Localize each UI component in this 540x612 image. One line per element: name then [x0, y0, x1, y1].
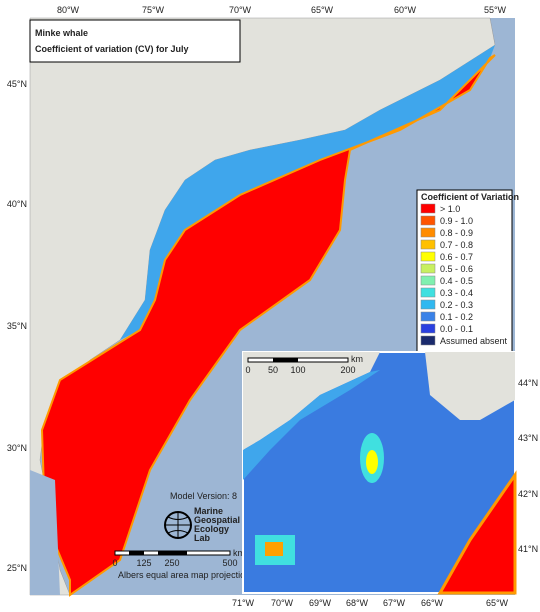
latitude-label: 40°N — [7, 199, 27, 209]
title: Coefficient of variation (CV) for July — [35, 44, 189, 54]
longitude-label: 60°W — [394, 5, 417, 15]
scale-label: 125 — [136, 558, 151, 568]
latitude-label: 35°N — [7, 321, 27, 331]
latitude-label: 30°N — [7, 443, 27, 453]
legend-label: > 1.0 — [440, 204, 460, 214]
legend-label: 0.4 - 0.5 — [440, 276, 473, 286]
legend-swatch — [420, 287, 436, 298]
legend-swatch — [420, 263, 436, 274]
inset-longitude-label: 66°W — [421, 598, 444, 608]
inset-latitude-label: 42°N — [518, 489, 538, 499]
scale-bar-segment — [158, 551, 187, 555]
inset-longitude-label: 65°W — [486, 598, 509, 608]
legend-label: 0.6 - 0.7 — [440, 252, 473, 262]
inset-land — [425, 352, 515, 420]
inset-latitude-label: 44°N — [518, 378, 538, 388]
legend-swatch — [420, 299, 436, 310]
latitude-label: 25°N — [7, 563, 27, 573]
longitude-label: 65°W — [311, 5, 334, 15]
inset-scale-segment — [273, 358, 298, 362]
shelf-low-cv — [120, 45, 495, 340]
legend-label: 0.2 - 0.3 — [440, 300, 473, 310]
logo-text: Marine — [194, 506, 223, 516]
inset-longitude-label: 70°W — [271, 598, 294, 608]
scale-label: 500 — [222, 558, 237, 568]
scale-label: 250 — [164, 558, 179, 568]
projection: Albers equal area map projection — [118, 570, 250, 580]
inset-scale-label: 50 — [268, 365, 278, 375]
legend-label: 0.8 - 0.9 — [440, 228, 473, 238]
longitude-label: 75°W — [142, 5, 165, 15]
legend-swatch — [420, 203, 436, 214]
logo-grid — [165, 512, 191, 538]
inset-patch — [265, 542, 283, 556]
longitude-label: 55°W — [484, 5, 507, 15]
legend-swatch — [420, 239, 436, 250]
legend-swatch — [420, 251, 436, 262]
logo-text: Lab — [194, 533, 211, 543]
inset-longitude-label: 69°W — [309, 598, 332, 608]
legend-swatch — [420, 227, 436, 238]
high-cv-band — [40, 54, 496, 597]
legend-swatch — [420, 275, 436, 286]
inset-scale-unit: km — [351, 354, 363, 364]
legend-swatch — [420, 215, 436, 226]
legend-swatch — [420, 335, 436, 346]
model-version: Model Version: 8 — [170, 491, 237, 501]
scale-label: 0 — [112, 558, 117, 568]
inset-land — [243, 352, 380, 450]
legend: Coefficient of Variation > 1.0 0.9 - 1.0 0… — [416, 189, 519, 353]
longitude-label: 70°W — [229, 5, 252, 15]
title: Minke whale — [35, 28, 88, 38]
inset-scale-label: 0 — [245, 365, 250, 375]
inset-latitude-label: 41°N — [518, 544, 538, 554]
legend-label: 0.9 - 1.0 — [440, 216, 473, 226]
scale-unit: km — [233, 548, 245, 558]
logo-text: Ecology — [194, 524, 229, 534]
inset-scale-label: 200 — [340, 365, 355, 375]
latitude-label: 45°N — [7, 79, 27, 89]
inset-longitude-label: 71°W — [232, 598, 255, 608]
inset-longitude-label: 67°W — [383, 598, 406, 608]
inset — [242, 351, 517, 595]
scale-bar-segment — [129, 551, 144, 555]
legend-label: 0.3 - 0.4 — [440, 288, 473, 298]
title-box — [29, 19, 241, 63]
inset-scale-label: 100 — [290, 365, 305, 375]
legend-title: Coefficient of Variation — [421, 192, 519, 202]
longitude-label: 80°W — [57, 5, 80, 15]
legend-swatch — [420, 323, 436, 334]
gulf-of-mexico — [30, 470, 60, 595]
legend-label: 0.7 - 0.8 — [440, 240, 473, 250]
legend-label: 0.5 - 0.6 — [440, 264, 473, 274]
inset-high-cv — [437, 470, 517, 595]
inset-latitude-label: 43°N — [518, 433, 538, 443]
logo-text: Geospatial — [194, 515, 240, 525]
legend-swatch — [420, 311, 436, 322]
legend-label: 0.1 - 0.2 — [440, 312, 473, 322]
legend-label: Assumed absent — [440, 336, 508, 346]
inset-patch — [366, 450, 378, 474]
inset-longitude-label: 68°W — [346, 598, 369, 608]
legend-label: 0.0 - 0.1 — [440, 324, 473, 334]
